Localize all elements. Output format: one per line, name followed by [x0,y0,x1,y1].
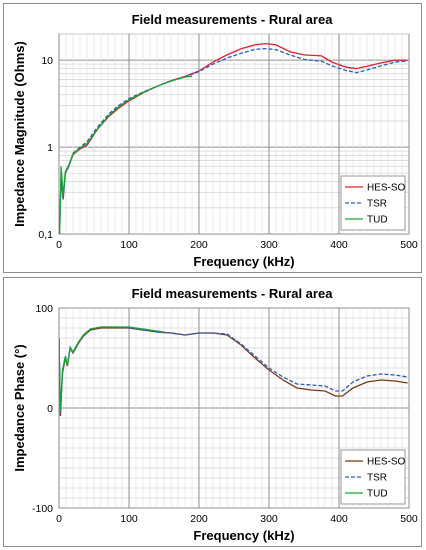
magnitude-chart-panel: Field measurements - Rural area 0 100 200 30… [3,3,422,273]
x-tick-label: 200 [190,239,208,251]
legend-label: TSR [367,199,387,210]
legend-label: HES-SO [367,183,406,194]
x-axis-title: Frequency (kHz) [193,528,294,543]
x-tick-label: 300 [260,513,278,525]
series-line-tud [59,75,193,234]
legend-label: TUD [367,215,388,226]
x-tick-label: 200 [190,513,208,525]
x-tick-label: 500 [400,239,418,251]
legend-label: HES-SO [367,457,406,468]
x-tick-label: 400 [330,239,348,251]
series-line-tsr [59,326,408,414]
legend: HES-SO TSR TUD [340,449,406,505]
x-tick-label: 500 [400,513,418,525]
series-line-tud [59,326,165,412]
series-line-hes-so [59,42,408,228]
y-tick-label: 1 [47,142,53,154]
x-tick-label: 400 [330,513,348,525]
legend: HES-SO TSR TUD [340,175,406,231]
magnitude-chart: Field measurements - Rural area 0 100 200 30… [12,12,418,269]
chart-title: Field measurements - Rural area [132,286,334,301]
chart-title: Field measurements - Rural area [132,12,334,27]
grid-lines [58,33,410,235]
y-axis-title: Impedance Phase (°) [12,344,27,471]
phase-chart: Field measurements - Rural area 0 100 200 30… [12,286,418,543]
y-axis-title: Impedance Magnitude (Ohms) [12,41,27,227]
y-tick-label: 0 [47,403,53,415]
x-tick-label: 100 [120,513,138,525]
x-tick-label: 0 [56,239,62,251]
y-tick-label: -100 [32,503,53,515]
grid-lines [58,307,410,509]
x-axis-title: Frequency (kHz) [193,254,294,269]
phase-chart-panel: Field measurements - Rural area 0 100 200 30… [3,277,422,547]
legend-label: TUD [367,489,388,500]
x-tick-label: 100 [120,239,138,251]
x-tick-label: 0 [56,513,62,525]
y-tick-label: 0,1 [38,229,53,241]
y-tick-label: 10 [41,55,53,67]
legend-label: TSR [367,473,387,484]
x-tick-label: 300 [260,239,278,251]
y-tick-label: 100 [35,303,53,315]
